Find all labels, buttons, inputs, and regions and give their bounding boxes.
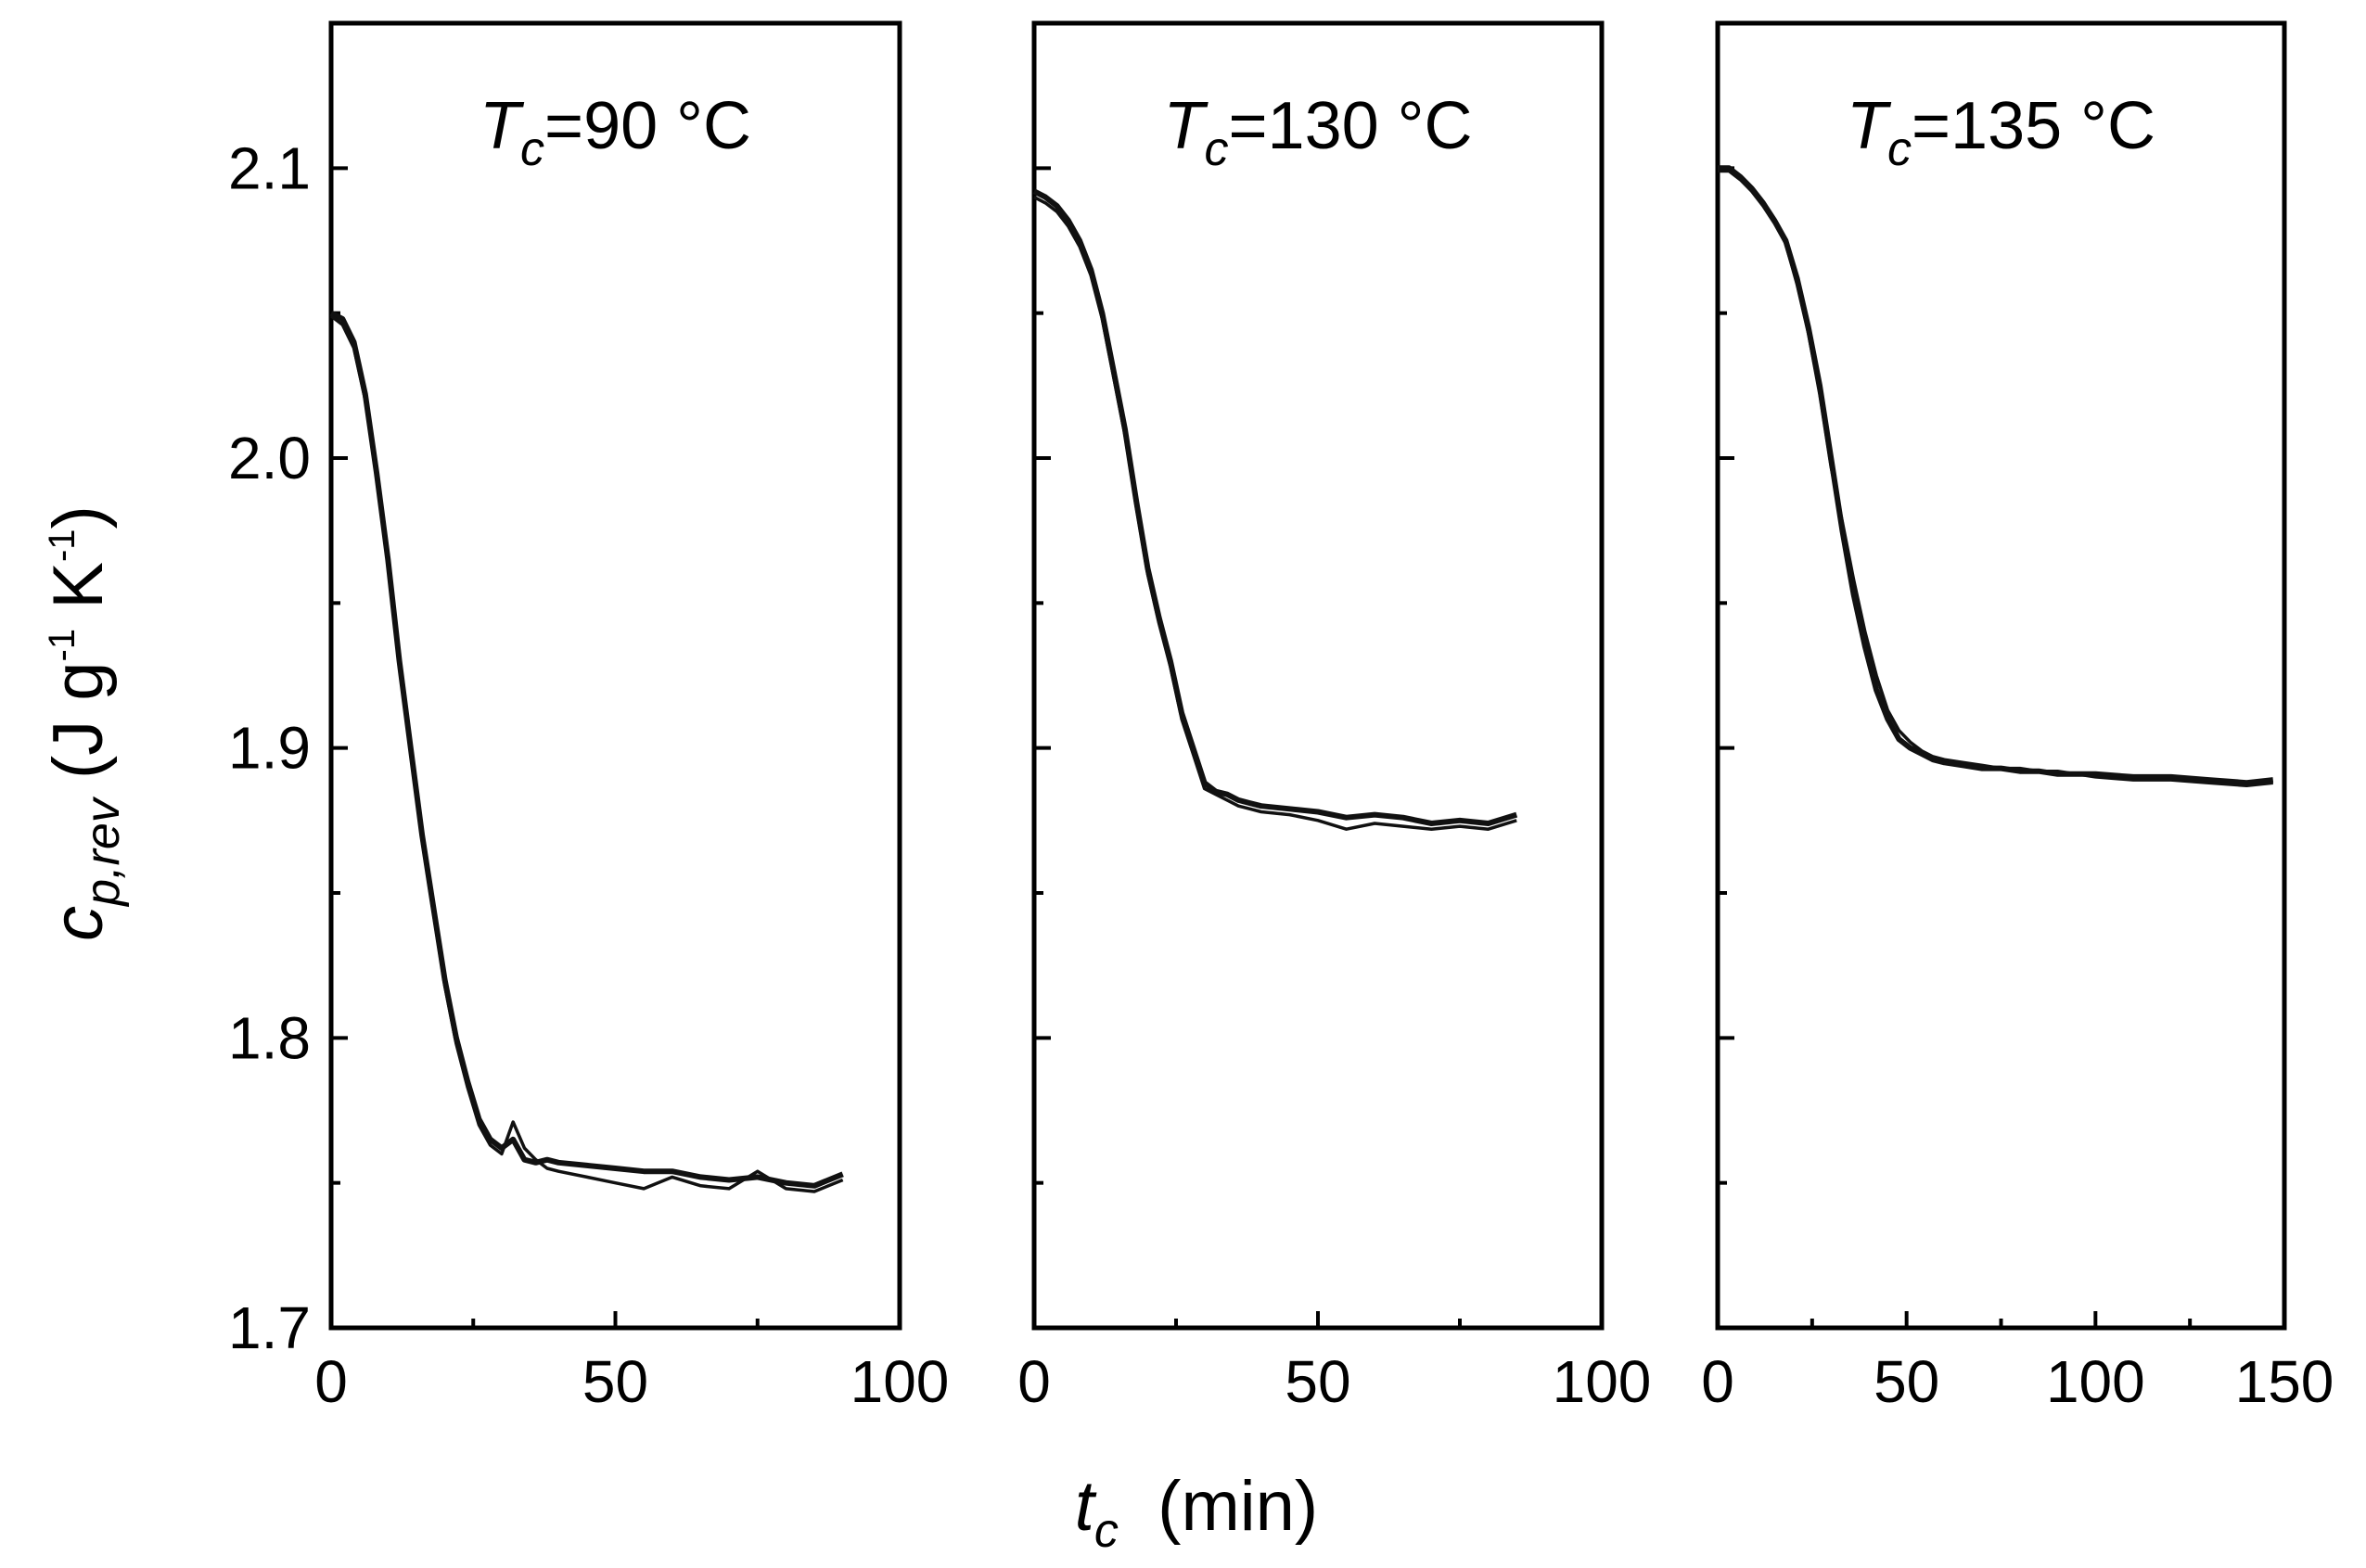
panel-title-symbol: T <box>1164 89 1209 163</box>
y-tick-label: 2.0 <box>228 425 311 491</box>
series-line-1 <box>329 311 844 1189</box>
panel-title-text: =130 °C <box>1229 89 1473 163</box>
series-line-1 <box>1718 165 2274 786</box>
y-axis-label-units-mid: K <box>39 562 118 629</box>
y-axis-label-symbol: c <box>39 906 118 941</box>
panel-title-subscript: c <box>520 122 544 176</box>
x-tick-label: 0 <box>314 1348 348 1415</box>
y-tick-label: 1.8 <box>228 1004 311 1071</box>
panel-title: Tc=135 °C <box>1847 89 2155 176</box>
panel-title-symbol: T <box>1847 89 1892 163</box>
y-axis-label-exponent-2: -1 <box>42 529 83 562</box>
x-tick-label: 100 <box>850 1348 950 1415</box>
panel-title-text: =90 °C <box>544 89 751 163</box>
y-axis-label: cp,rev (J g-1 K-1) <box>39 505 130 941</box>
series-line-2 <box>1718 169 2273 788</box>
series-line-1 <box>1032 188 1518 826</box>
panel-title-subscript: c <box>1205 122 1229 176</box>
y-tick-label: 2.1 <box>228 134 311 201</box>
x-tick-label: 100 <box>1553 1348 1652 1415</box>
panel-tc-90: 1.7 1.8 1.9 2.0 2.1 0 50 100 Tc=90 °C <box>228 20 950 1415</box>
x-axis-label-subscript: c <box>1094 1504 1119 1558</box>
x-axis-label: tc (min) <box>1075 1467 1318 1558</box>
panel-title-symbol: T <box>480 89 525 163</box>
series-line-2 <box>1033 196 1517 831</box>
y-axis-label-units-open: (J g <box>39 661 118 798</box>
x-tick-label: 50 <box>1285 1348 1350 1415</box>
panel-title: Tc=130 °C <box>1164 89 1473 176</box>
series-line-2 <box>329 314 844 1193</box>
x-axis-label-symbol: t <box>1075 1467 1097 1546</box>
plot-frame <box>1031 20 1605 1331</box>
y-axis-label-exponent-1: -1 <box>42 629 83 662</box>
y-tick-label: 1.7 <box>228 1294 311 1361</box>
plot-frame <box>1715 20 2287 1331</box>
x-tick-label: 50 <box>582 1348 648 1415</box>
x-tick-label: 150 <box>2235 1348 2334 1415</box>
panel-title-subscript: c <box>1887 122 1912 176</box>
y-axis-label-units-close: ) <box>39 505 118 529</box>
x-tick-label: 50 <box>1874 1348 1939 1415</box>
x-axis-label-units: (min) <box>1119 1467 1318 1546</box>
panel-tc-135: 0 50 100 150 Tc=135 °C <box>1701 20 2334 1415</box>
y-tick-label: 1.9 <box>228 715 311 782</box>
plot-frame <box>328 20 902 1331</box>
x-tick-label: 0 <box>1701 1348 1734 1415</box>
panel-title-text: =135 °C <box>1912 89 2155 163</box>
panel-tc-130: 0 50 100 Tc=130 °C <box>1017 20 1652 1415</box>
y-axis-label-subscript: p,rev <box>76 796 130 908</box>
x-tick-label: 100 <box>2046 1348 2145 1415</box>
x-tick-label: 0 <box>1017 1348 1051 1415</box>
panel-title: Tc=90 °C <box>480 89 751 176</box>
